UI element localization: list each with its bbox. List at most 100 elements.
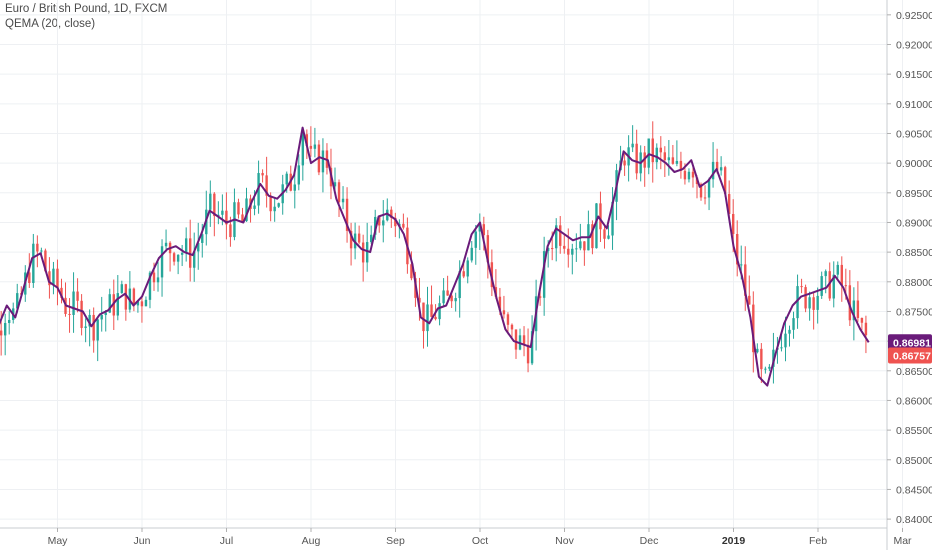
candle-body — [333, 182, 337, 187]
candle-body — [100, 315, 103, 320]
candle-body — [0, 330, 3, 336]
x-tick-label: Jun — [134, 535, 151, 547]
candle-body — [285, 173, 288, 185]
candle-body — [691, 171, 695, 178]
candle-body — [852, 300, 856, 321]
candle-body — [365, 242, 369, 263]
candle-body — [40, 250, 43, 252]
chart-title: Euro / British Pound, 1D, FXCM — [5, 3, 168, 15]
candle-body — [744, 264, 747, 296]
candle-body — [68, 313, 71, 315]
candle-body — [506, 314, 510, 325]
x-tick-label: Mar — [893, 535, 912, 547]
candle-body — [277, 203, 280, 207]
candle-body — [454, 298, 457, 302]
candle-body — [816, 295, 819, 310]
candle-body — [647, 138, 650, 168]
candle-body — [341, 198, 345, 203]
candle-body — [28, 272, 31, 283]
candle-body — [402, 223, 405, 228]
candle-body — [723, 167, 727, 195]
candle-body — [679, 160, 683, 171]
candle-body — [567, 248, 570, 255]
candle-body — [337, 182, 341, 203]
y-tick-label: 0.89500 — [896, 188, 932, 200]
candle-body — [579, 241, 582, 249]
candle-body — [184, 238, 188, 253]
candle-body — [253, 205, 256, 209]
y-tick-label: 0.85000 — [896, 455, 932, 467]
candle-body — [7, 319, 11, 324]
candle-body — [764, 368, 767, 370]
candle-body — [140, 301, 144, 307]
y-tick-label: 0.90000 — [896, 158, 932, 170]
y-tick-label: 0.91500 — [896, 69, 932, 81]
candle-body — [345, 198, 349, 231]
indicator-label: QEMA (20, close) — [5, 18, 96, 30]
candle-body — [361, 242, 365, 263]
candle-body — [550, 248, 554, 250]
y-tick-label: 0.84000 — [896, 514, 932, 526]
y-tick-label: 0.89000 — [896, 217, 932, 229]
candle-body — [104, 312, 107, 316]
candle-body — [699, 184, 703, 198]
candle-body — [349, 230, 353, 249]
candle-body — [193, 251, 196, 268]
candle-body — [394, 217, 397, 227]
candle-body — [651, 138, 654, 163]
candle-body — [369, 234, 373, 243]
candle-body — [752, 304, 755, 353]
candle-body — [209, 193, 212, 210]
candle-body — [736, 234, 739, 265]
candle-body — [172, 253, 176, 262]
y-tick-label: 0.86000 — [896, 395, 932, 407]
y-tick-label: 0.92500 — [896, 10, 932, 22]
candle-body — [832, 274, 835, 299]
candle-body — [812, 297, 815, 310]
candle-body — [261, 173, 264, 176]
candle-body — [478, 224, 481, 232]
candle-body — [96, 319, 99, 341]
x-tick-label: Sep — [386, 535, 405, 547]
candle-body — [160, 246, 164, 278]
candle-body — [301, 134, 305, 166]
candle-body — [474, 231, 477, 248]
candle-body — [840, 264, 843, 286]
candle-body — [164, 242, 168, 247]
candle-body — [631, 143, 634, 148]
candle-body — [213, 193, 216, 217]
price-axis[interactable]: 0.92500 0.92000 0.91500 0.91000 0.90500 0.900… — [887, 10, 932, 526]
y-tick-label: 0.87500 — [896, 306, 932, 318]
candle-body — [378, 216, 381, 226]
candle-body — [796, 286, 799, 319]
y-tick-label: 0.88500 — [896, 247, 932, 259]
candle-body — [663, 152, 667, 161]
candle-body — [860, 317, 864, 323]
chart-legend: Euro / British Pound, 1D, FXCM QEMA (20,… — [5, 2, 167, 32]
candle-body — [36, 243, 39, 252]
x-tick-label: Dec — [640, 535, 659, 547]
y-tick-label: 0.92000 — [896, 39, 932, 51]
moving-average-line — [0, 126, 870, 387]
time-axis[interactable]: May Jun Jul Aug Sep Oct Nov Dec 2019 Feb Mar — [48, 528, 912, 547]
candle-body — [740, 264, 743, 266]
ma-value-badge: 0.86981 — [888, 334, 932, 351]
candle-body — [780, 347, 783, 349]
candle-body — [667, 157, 671, 161]
y-tick-label: 0.90500 — [896, 128, 932, 140]
candle-body — [635, 143, 638, 174]
candle-body — [148, 272, 152, 300]
candle-body — [856, 300, 860, 318]
candle-body — [32, 243, 35, 283]
candle-body — [760, 348, 763, 370]
chart-grid — [0, 0, 903, 528]
candle-body — [510, 324, 514, 330]
y-tick-label: 0.84500 — [896, 484, 932, 496]
candle-body — [374, 216, 377, 235]
candle-body — [731, 213, 735, 235]
candle-body — [48, 271, 51, 286]
candle-body — [482, 224, 486, 236]
candle-body — [229, 224, 232, 238]
candle-body — [188, 238, 192, 268]
